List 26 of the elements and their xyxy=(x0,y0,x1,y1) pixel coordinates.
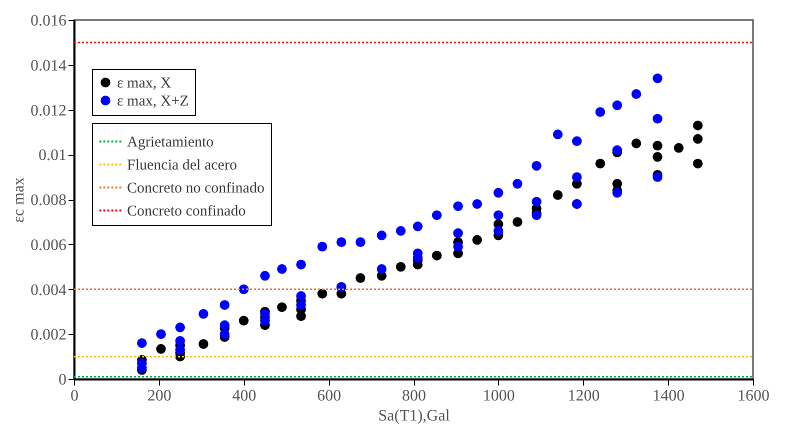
legend-label: Concreto no confinado xyxy=(127,180,264,196)
y-tick-label: 0.004 xyxy=(30,282,66,299)
y-tick-label: 0.012 xyxy=(30,102,66,120)
y-tick-label: 0.014 xyxy=(30,57,66,74)
y-tick-label: 0.006 xyxy=(30,236,66,254)
x-tick-label: 0 xyxy=(70,388,78,404)
x-axis-title: Sa(T1),Gal xyxy=(378,408,450,424)
y-tick-label: 0.002 xyxy=(30,326,66,344)
x-tick-label: 400 xyxy=(232,388,256,404)
x-tick-label: 1600 xyxy=(738,388,770,404)
y-axis-title: εc max xyxy=(10,177,28,223)
y-tick-label: 0.016 xyxy=(30,12,66,30)
y-tick-label: 0.01 xyxy=(38,147,66,164)
x-tick-label: 200 xyxy=(147,388,172,404)
y-tick-label: 0 xyxy=(58,372,66,388)
x-tick-label: 800 xyxy=(402,388,426,404)
x-tick-label: 1200 xyxy=(568,388,600,404)
x-tick-label: 1000 xyxy=(482,388,515,404)
x-tick-label: 1400 xyxy=(652,388,685,404)
x-tick-label: 600 xyxy=(317,388,342,404)
legend-label: Agrietamiento xyxy=(127,134,214,150)
legend-label: ε max, X xyxy=(117,76,172,92)
y-tick-label: 0.008 xyxy=(30,192,66,209)
legend-label: Fluencia del acero xyxy=(127,158,237,174)
legend-label: ε max, X+Z xyxy=(117,94,189,110)
legend-label: Concreto confinado xyxy=(127,204,246,220)
